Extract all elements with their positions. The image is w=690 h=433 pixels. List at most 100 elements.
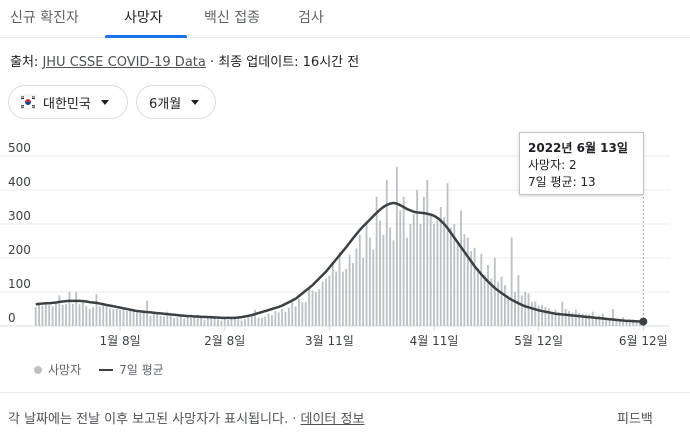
death-bar xyxy=(304,302,307,326)
death-bar xyxy=(372,249,375,326)
death-bar xyxy=(493,258,496,326)
death-bar xyxy=(220,320,223,326)
death-bar xyxy=(632,319,635,326)
death-bar xyxy=(186,317,189,326)
death-bar xyxy=(433,224,435,326)
death-bar xyxy=(55,303,57,326)
footer-note: 각 날짜에는 전날 이후 보고된 사망자가 표시됩니다. · 데이터 정보 xyxy=(8,408,364,427)
death-bar xyxy=(284,311,287,326)
death-bar xyxy=(237,319,240,326)
death-bar xyxy=(203,319,206,326)
tooltip-date: 2022년 6월 13일 xyxy=(528,141,628,155)
death-bar xyxy=(436,220,439,326)
seven-day-average-line xyxy=(35,201,644,323)
korea-flag-icon xyxy=(19,94,37,110)
deaths-bars xyxy=(34,166,645,326)
data-info-link[interactable]: 데이터 정보 xyxy=(300,412,365,427)
death-bar xyxy=(365,224,368,326)
death-bar xyxy=(129,310,132,326)
death-bar xyxy=(149,315,152,326)
death-bar xyxy=(71,303,74,326)
death-bar xyxy=(92,307,95,326)
death-bar xyxy=(109,308,111,326)
death-bar xyxy=(446,183,449,326)
region-label: 대한민국 xyxy=(43,96,91,112)
death-bar xyxy=(429,213,432,326)
death-bar xyxy=(95,294,98,326)
tab-deaths[interactable]: 사망자 xyxy=(124,10,163,26)
death-bar xyxy=(65,304,67,326)
death-bar xyxy=(527,293,530,326)
chart-tooltip: 2022년 6월 13일 사망자: 2 7일 평균: 13 xyxy=(519,132,644,195)
death-bar xyxy=(200,317,203,326)
death-bar xyxy=(247,317,250,326)
death-bar xyxy=(223,318,226,326)
death-bar xyxy=(230,317,233,326)
death-bar xyxy=(487,264,489,326)
region-dropdown[interactable]: 대한민국 xyxy=(8,85,128,119)
death-bar xyxy=(58,295,61,326)
death-bar xyxy=(217,319,219,326)
death-bar xyxy=(68,291,71,326)
death-bar xyxy=(581,313,584,326)
death-bar xyxy=(348,254,351,326)
death-bar xyxy=(406,237,408,326)
death-bar xyxy=(75,291,78,326)
death-bar xyxy=(601,313,604,326)
y-tick-label: 200 xyxy=(8,243,31,257)
death-bar xyxy=(389,227,392,326)
death-bar xyxy=(291,298,294,326)
death-bar xyxy=(294,306,297,326)
death-bar xyxy=(419,224,422,326)
death-bar xyxy=(328,275,331,326)
x-tick-label: 5월 12일 xyxy=(514,334,563,348)
death-bar xyxy=(507,295,510,326)
death-bar xyxy=(466,237,469,326)
feedback-link[interactable]: 피드백 xyxy=(617,412,653,427)
deaths-chart[interactable]: 0 100 200 300 400 500 1월 8일 2월 8일 3월 11일 4월 11일 5… xyxy=(0,125,690,355)
tab-new-cases[interactable]: 신규 확진자 xyxy=(10,10,79,26)
y-axis-labels: 0 100 200 300 400 500 xyxy=(8,141,31,325)
death-bar xyxy=(497,281,500,326)
death-bar xyxy=(409,224,412,326)
death-bar xyxy=(142,311,145,326)
death-bar xyxy=(169,313,172,326)
deaths-legend-marker xyxy=(34,365,42,374)
death-bar xyxy=(554,309,557,326)
y-tick-label: 400 xyxy=(8,175,31,189)
period-dropdown[interactable]: 6개월 xyxy=(136,85,216,119)
death-bar xyxy=(524,292,527,326)
death-bar xyxy=(615,321,618,326)
death-bar xyxy=(257,317,260,326)
death-bar xyxy=(480,253,483,326)
x-tick-label: 2월 8일 xyxy=(204,334,245,348)
chart-legend: 사망자 7일 평균 xyxy=(34,361,164,378)
death-bar xyxy=(551,311,554,326)
x-tick-label: 3월 11일 xyxy=(305,334,354,348)
death-bar xyxy=(193,316,196,326)
death-bar xyxy=(136,312,138,326)
death-bar xyxy=(206,318,209,326)
death-bar xyxy=(591,311,594,326)
death-bar xyxy=(112,309,115,326)
death-bar xyxy=(44,302,47,326)
death-bar xyxy=(416,190,419,326)
death-bar xyxy=(125,311,128,326)
death-bar xyxy=(173,317,176,326)
tab-tests[interactable]: 검사 xyxy=(298,10,324,26)
source-link[interactable]: JHU CSSE COVID-19 Data xyxy=(42,55,206,70)
death-bar xyxy=(287,307,290,326)
death-bar xyxy=(139,313,142,326)
death-bar xyxy=(213,315,216,326)
death-bar xyxy=(500,276,503,326)
death-bar xyxy=(628,320,631,326)
death-bar xyxy=(362,258,365,326)
death-bar xyxy=(568,311,570,326)
death-bar xyxy=(443,217,446,326)
death-bar xyxy=(179,314,182,326)
death-bar xyxy=(588,314,591,326)
tab-vaccinations[interactable]: 백신 접종 xyxy=(204,10,260,26)
tab-bar: 신규 확진자 사망자 백신 접종 검사 xyxy=(0,0,690,38)
death-bar xyxy=(159,315,162,326)
death-bar xyxy=(541,304,543,326)
